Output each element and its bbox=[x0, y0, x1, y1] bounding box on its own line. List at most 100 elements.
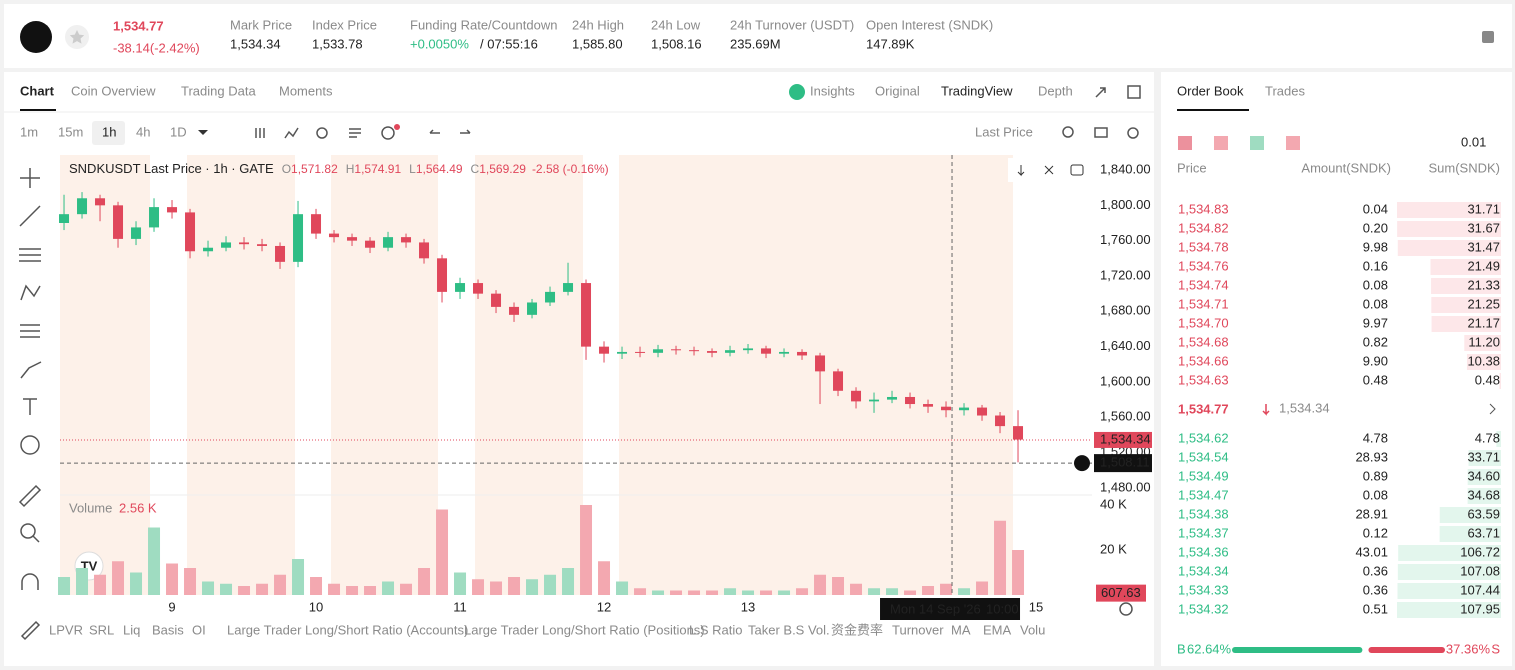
chart-tab[interactable]: Trading Data bbox=[181, 83, 256, 98]
active-interval-bg bbox=[92, 121, 125, 145]
ob-amount: 0.12 bbox=[1363, 525, 1388, 540]
ob-price[interactable]: 1,534.78 bbox=[1178, 239, 1229, 254]
ob-price[interactable]: 1,534.54 bbox=[1178, 449, 1229, 464]
y-tick-label: 1,600.00 bbox=[1100, 373, 1151, 388]
depth-mode[interactable] bbox=[1214, 136, 1228, 150]
candle-body bbox=[473, 283, 484, 294]
legend-change: -2.58 (-0.16%) bbox=[532, 162, 609, 176]
ob-price[interactable]: 1,534.33 bbox=[1178, 582, 1229, 597]
candle-body bbox=[131, 227, 142, 239]
depth-mode[interactable] bbox=[1178, 136, 1192, 150]
insights-icon bbox=[789, 84, 805, 100]
candle-body bbox=[689, 350, 700, 352]
indicator-tab[interactable]: Large Trader Long/Short Ratio (Accounts) bbox=[227, 622, 468, 637]
interval[interactable]: 1m bbox=[20, 124, 38, 139]
ob-price[interactable]: 1,534.38 bbox=[1178, 506, 1229, 521]
ob-sum: 106.72 bbox=[1460, 544, 1500, 559]
precision[interactable]: 0.01 bbox=[1461, 134, 1486, 149]
indicator-tab[interactable]: OI bbox=[192, 622, 206, 637]
chart-buttons-icons[interactable] bbox=[1017, 164, 1084, 177]
layout-icon[interactable] bbox=[1482, 31, 1494, 43]
ob-price[interactable]: 1,534.74 bbox=[1178, 277, 1229, 292]
candle-body bbox=[815, 355, 826, 372]
ob-header: Sum(SNDK) bbox=[1428, 160, 1500, 175]
chevron[interactable] bbox=[1489, 403, 1496, 415]
interval[interactable]: 4h bbox=[136, 124, 150, 139]
interval[interactable]: 15m bbox=[58, 124, 83, 139]
indicator-tab[interactable]: LPVR bbox=[49, 622, 83, 637]
chart-tab[interactable]: Coin Overview bbox=[71, 83, 156, 98]
volume-bar bbox=[616, 581, 629, 595]
volume-bar bbox=[220, 583, 233, 595]
indicator-tab[interactable]: Liq bbox=[123, 622, 140, 637]
volume-bar bbox=[688, 590, 701, 595]
indicator-tab[interactable]: Large Trader Long/Short Ratio (Positions… bbox=[464, 622, 705, 637]
ob-price[interactable]: 1,534.63 bbox=[1178, 372, 1229, 387]
ob-price[interactable]: 1,534.49 bbox=[1178, 468, 1229, 483]
indicator-tab[interactable]: 资金费率 bbox=[831, 622, 883, 637]
view-tab[interactable]: TradingView bbox=[941, 83, 1013, 98]
active-tab-underline bbox=[20, 109, 56, 111]
stat-value: 235.69M bbox=[730, 36, 781, 51]
indicator-tab[interactable]: Turnover bbox=[892, 622, 944, 637]
chart-tab[interactable]: Chart bbox=[20, 83, 55, 98]
depth-mode[interactable] bbox=[1250, 136, 1264, 150]
ob-sum: 107.44 bbox=[1460, 582, 1500, 597]
view-tab[interactable]: Original bbox=[875, 83, 920, 98]
volume-bar bbox=[472, 579, 485, 595]
ob-amount: 9.98 bbox=[1363, 239, 1388, 254]
down-arrow bbox=[1262, 404, 1270, 416]
view-tab[interactable]: Depth bbox=[1038, 83, 1073, 98]
volume-bar bbox=[1012, 549, 1025, 595]
price-type[interactable]: Last Price bbox=[975, 124, 1033, 139]
indicator-tab[interactable]: MA bbox=[951, 622, 971, 637]
ob-price[interactable]: 1,534.66 bbox=[1178, 353, 1229, 368]
ob-price[interactable]: 1,534.34 bbox=[1178, 563, 1229, 578]
ob-price[interactable]: 1,534.36 bbox=[1178, 544, 1229, 559]
volume-bar bbox=[706, 590, 719, 595]
chart-tab[interactable]: Moments bbox=[279, 83, 333, 98]
indicator-tab[interactable]: Volu bbox=[1020, 622, 1045, 637]
interval[interactable]: 1D bbox=[170, 124, 187, 139]
indicator-tab[interactable]: Taker B.S Vol. bbox=[748, 622, 830, 637]
ob-price[interactable]: 1,534.62 bbox=[1178, 430, 1229, 445]
depth-bar bbox=[1499, 373, 1501, 389]
volume-bar bbox=[346, 585, 359, 595]
ob-price[interactable]: 1,534.68 bbox=[1178, 334, 1229, 349]
interval-dropdown[interactable] bbox=[198, 130, 208, 135]
indicator-tab[interactable]: Basis bbox=[152, 622, 184, 637]
ob-amount: 0.20 bbox=[1363, 220, 1388, 235]
ob-tab[interactable]: Order Book bbox=[1177, 83, 1244, 98]
indicator-tab[interactable]: SRL bbox=[89, 622, 114, 637]
ob-price[interactable]: 1,534.32 bbox=[1178, 601, 1229, 616]
view-tab[interactable]: Insights bbox=[810, 83, 855, 98]
candle-body bbox=[527, 302, 538, 315]
candle-body bbox=[761, 348, 772, 354]
ob-price[interactable]: 1,534.83 bbox=[1178, 201, 1229, 216]
candle-body bbox=[59, 214, 70, 223]
interval[interactable]: 1h bbox=[102, 124, 116, 139]
depth-mode[interactable] bbox=[1286, 136, 1300, 150]
ob-price[interactable]: 1,534.37 bbox=[1178, 525, 1229, 540]
session-shade bbox=[331, 155, 438, 595]
candle-body bbox=[257, 244, 268, 246]
ob-sum: 34.60 bbox=[1467, 468, 1500, 483]
volume-bar bbox=[292, 558, 305, 595]
ob-amount: 0.08 bbox=[1363, 296, 1388, 311]
volume-bar bbox=[922, 585, 935, 595]
crosshair-tag bbox=[1094, 454, 1152, 473]
volume-bar bbox=[490, 581, 503, 595]
ob-price[interactable]: 1,534.82 bbox=[1178, 220, 1229, 235]
ob-price[interactable]: 1,534.76 bbox=[1178, 258, 1229, 273]
crosshair-add[interactable] bbox=[1074, 455, 1090, 472]
ob-price[interactable]: 1,534.70 bbox=[1178, 315, 1229, 330]
indicator-tab[interactable]: EMA bbox=[983, 622, 1012, 637]
legend-key: C bbox=[471, 162, 480, 176]
ob-header: Amount(SNDK) bbox=[1301, 160, 1391, 175]
ob-price[interactable]: 1,534.47 bbox=[1178, 487, 1229, 502]
ob-tab[interactable]: Trades bbox=[1265, 83, 1305, 98]
candle-body bbox=[545, 291, 556, 303]
indicator-tab[interactable]: L.S Ratio bbox=[689, 622, 742, 637]
y-tick-label: 1,840.00 bbox=[1100, 161, 1151, 176]
ob-price[interactable]: 1,534.71 bbox=[1178, 296, 1229, 311]
